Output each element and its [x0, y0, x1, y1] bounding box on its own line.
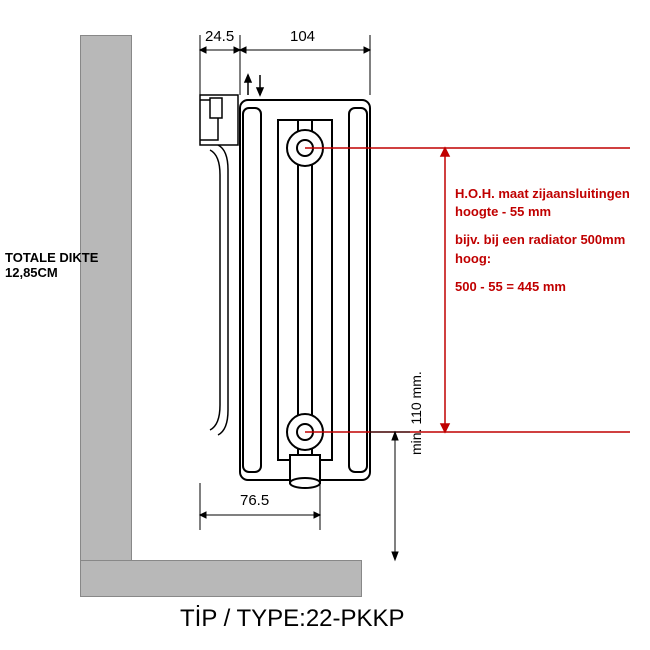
annotation-line1: H.O.H. maat zijaansluitingen: [455, 185, 640, 203]
annotation-line2: hoogte - 55 mm: [455, 203, 640, 221]
annotation-line5: 500 - 55 = 445 mm: [455, 278, 640, 296]
totale-dikte-label: TOTALE DIKTE 12,85CM: [5, 250, 145, 280]
dim-radiator-depth: 104: [290, 28, 315, 45]
wall-horizontal: [80, 560, 362, 597]
annotation-line3: bijv. bij een radiator 500mm: [455, 231, 640, 249]
wall-vertical: [80, 35, 132, 597]
min-height-label: min. 110 mm.: [408, 371, 424, 455]
annotation-line4: hoog:: [455, 250, 640, 268]
dim-pipe-offset: 76.5: [240, 492, 269, 509]
annotation-block: H.O.H. maat zijaansluitingen hoogte - 55…: [455, 185, 640, 296]
dim-bracket-offset: 24.5: [205, 28, 234, 45]
type-label: TİP / TYPE:22-PKKP: [180, 605, 405, 633]
